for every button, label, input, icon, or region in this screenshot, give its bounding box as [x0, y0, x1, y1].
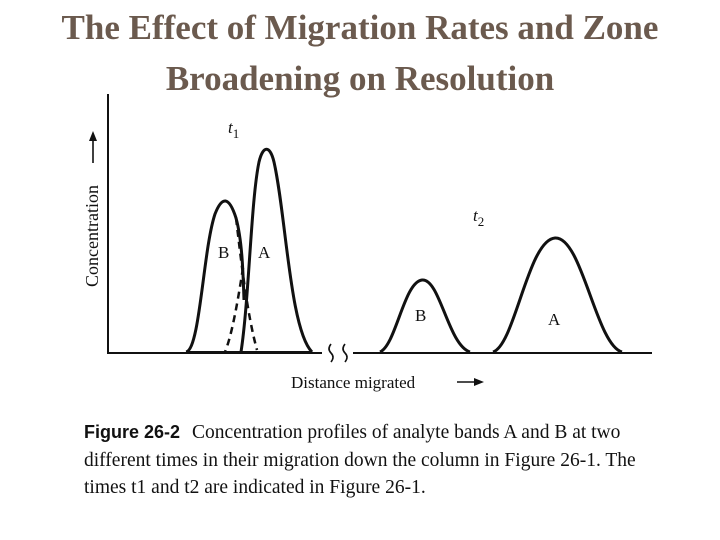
peak-label-a-t2: A — [548, 310, 561, 329]
caption-figure-label: Figure 26-2 — [84, 422, 181, 442]
slide-title-line-2: Broadening on Resolution — [165, 59, 555, 98]
axis-break-mark — [328, 343, 334, 363]
peak-label-b-t2: B — [415, 306, 426, 325]
y-axis-arrowhead — [89, 131, 97, 141]
peak-label-a-t1: A — [258, 243, 271, 262]
axis-break-mark — [342, 343, 348, 363]
time-label-t1-sub: 1 — [233, 126, 240, 141]
peak-b-t1-dashed-tail — [234, 217, 259, 351]
concentration-profile-figure: Concentration t1 t2 B A B A Distance mig… — [82, 94, 652, 392]
peak-a-t1 — [239, 147, 314, 354]
x-axis-label: Distance migrated — [291, 373, 416, 392]
y-axis-label: Concentration — [82, 185, 102, 287]
peak-a-t1-dashed-tail — [223, 267, 245, 353]
peak-b-t1 — [185, 199, 246, 354]
peak-label-b-t1: B — [218, 243, 229, 262]
time-label-t1-letter: t — [228, 118, 234, 137]
caption-text: Concentration profiles of analyte bands … — [84, 422, 636, 498]
time-label-t2-sub: 2 — [478, 214, 485, 229]
time-label-t2-letter: t — [473, 206, 479, 225]
peak-a-t2 — [492, 236, 623, 354]
figure-caption: Figure 26-2 Concentration profiles of ana… — [84, 419, 669, 502]
peak-b-t2 — [379, 278, 471, 354]
x-axis-arrowhead — [474, 378, 484, 386]
time-label-t1: t1 — [228, 118, 239, 141]
slide-title: The Effect of Migration Rates and Zone B… — [0, 2, 720, 104]
time-label-t2: t2 — [473, 206, 484, 229]
slide-title-line-1: The Effect of Migration Rates and Zone — [61, 8, 659, 47]
